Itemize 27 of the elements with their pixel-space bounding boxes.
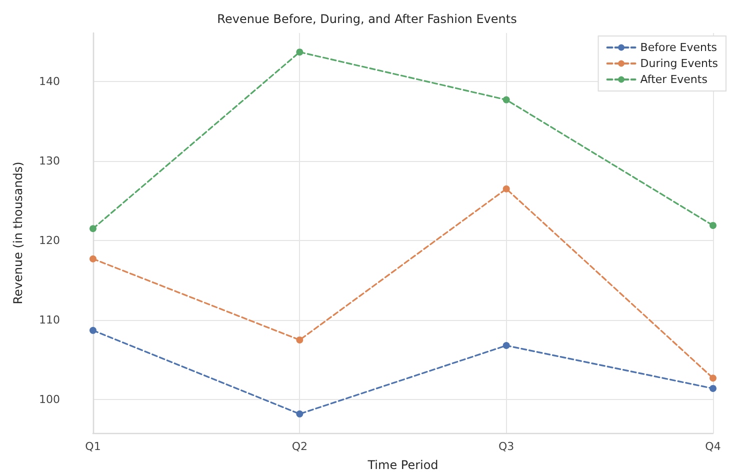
point bbox=[710, 384, 716, 392]
y-tick-label: 130 bbox=[39, 154, 60, 168]
x-tick-label: Q2 bbox=[292, 440, 308, 453]
legend-label: Before Events bbox=[640, 41, 718, 54]
legend-label: During Events bbox=[640, 57, 718, 70]
point bbox=[296, 336, 304, 344]
point bbox=[90, 255, 96, 262]
point bbox=[710, 222, 716, 229]
x-tick-label: Q3 bbox=[498, 440, 514, 453]
y-tick-label: 110 bbox=[39, 314, 60, 327]
y-tick-label: 100 bbox=[39, 393, 60, 406]
y-tick-label: 140 bbox=[39, 75, 60, 88]
x-tick-label: Q1 bbox=[85, 440, 101, 453]
legend-label: After Events bbox=[640, 73, 708, 86]
x-axis-title: Time Period bbox=[366, 458, 438, 472]
y-axis-title: Revenue (in thousands) bbox=[11, 162, 25, 304]
point bbox=[502, 342, 510, 350]
point bbox=[296, 410, 304, 418]
y-tick-label: 120 bbox=[39, 234, 60, 248]
x-tick-label: Q4 bbox=[705, 440, 721, 453]
point bbox=[90, 326, 96, 334]
point bbox=[90, 225, 96, 232]
point bbox=[710, 374, 716, 382]
chart-title: Revenue Before, During, and After Fashion Events bbox=[217, 12, 517, 26]
point bbox=[502, 96, 510, 104]
point bbox=[502, 185, 510, 192]
point bbox=[296, 48, 304, 56]
